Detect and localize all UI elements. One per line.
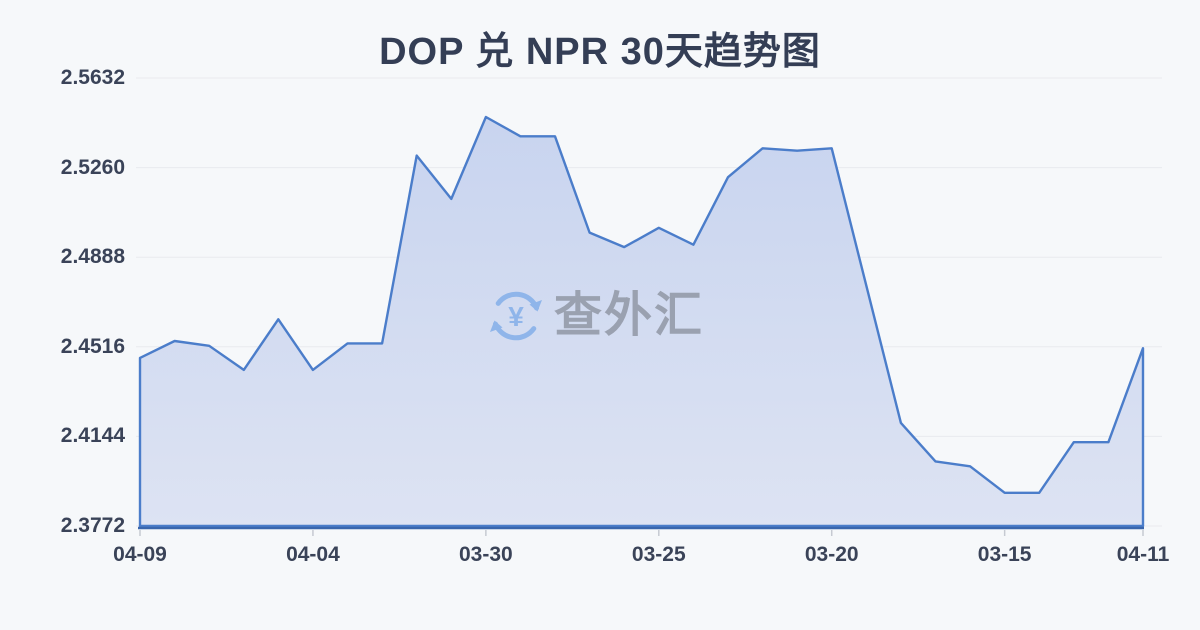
x-axis-label: 04-09 — [113, 543, 167, 566]
page-title: DOP 兑 NPR 30天趋势图 — [379, 31, 821, 73]
y-axis-label: 2.4888 — [60, 245, 125, 269]
x-axis-label: 03-30 — [459, 543, 513, 566]
y-axis-label: 2.4516 — [60, 334, 125, 358]
y-axis-label: 2.3772 — [60, 514, 125, 537]
y-axis-label: 2.5260 — [60, 155, 125, 179]
x-axis-label: 03-15 — [977, 543, 1032, 566]
x-axis-label: 04-11 — [1116, 543, 1170, 566]
series-area — [138, 115, 1145, 528]
area-series — [138, 115, 1145, 528]
x-axis-label: 04-04 — [286, 543, 340, 566]
y-axis-label: 2.4144 — [60, 424, 125, 448]
x-axis-label: 03-20 — [804, 543, 859, 566]
x-axis-label: 03-25 — [631, 543, 686, 566]
y-axis-label: 2.5632 — [60, 66, 125, 89]
x-axis — [138, 526, 1144, 536]
